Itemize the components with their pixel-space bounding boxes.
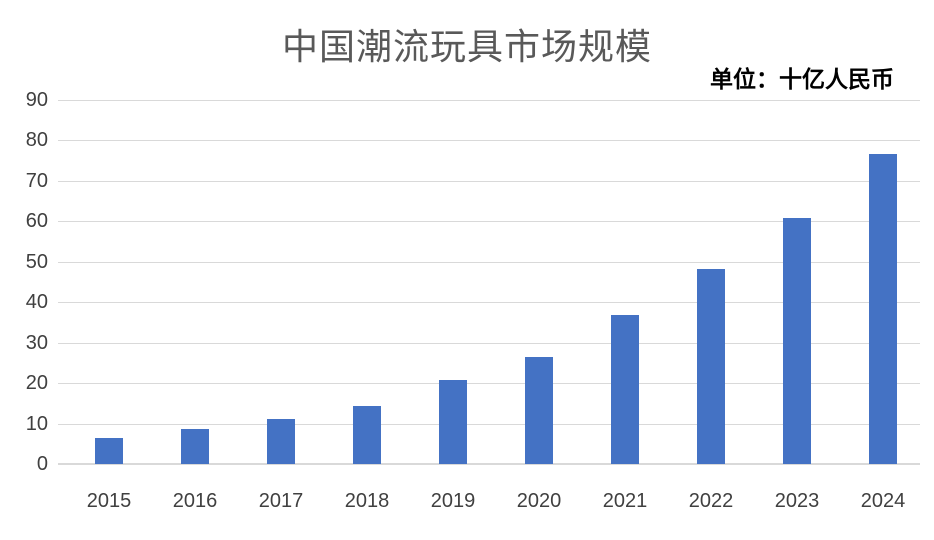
- bar-2017: [267, 418, 295, 464]
- unit-label: 单位：十亿人民币: [710, 66, 894, 92]
- y-axis-tick-label: 60: [25, 210, 48, 233]
- bar-2023: [783, 217, 811, 464]
- y-gridline: [58, 100, 920, 101]
- bar-2022: [697, 269, 725, 464]
- y-axis-tick-label: 70: [25, 169, 48, 192]
- y-axis-tick-label: 30: [25, 331, 48, 354]
- y-axis-tick-label: 10: [25, 412, 48, 435]
- x-axis-tick-label: 2017: [258, 490, 304, 512]
- bar-2019: [439, 379, 467, 464]
- y-gridline: [58, 342, 920, 344]
- y-gridline: [58, 302, 920, 304]
- bar-2015: [95, 437, 123, 464]
- y-gridline: [58, 261, 920, 263]
- x-axis-tick-label: 2021: [602, 490, 648, 512]
- y-axis-tick-label: 50: [25, 250, 48, 273]
- y-axis-tick-label: 0: [36, 453, 48, 475]
- x-axis-tick-label: 2019: [430, 490, 476, 512]
- y-axis-tick-label: 80: [25, 129, 48, 152]
- y-gridline: [58, 383, 920, 385]
- bar-2020: [525, 357, 553, 464]
- y-gridline: [58, 423, 920, 425]
- bar-2018: [353, 406, 381, 464]
- y-axis-tick-label: 40: [25, 291, 48, 314]
- x-axis-tick-label: 2018: [344, 490, 390, 512]
- y-gridline: [58, 221, 920, 223]
- bar-2016: [181, 429, 209, 464]
- y-gridline: [58, 180, 920, 182]
- chart-title: 中国潮流玩具市场规模: [281, 26, 652, 67]
- bar-2021: [611, 314, 639, 464]
- bar-2024: [869, 154, 897, 464]
- y-gridline: [58, 140, 920, 142]
- x-axis-tick-label: 2016: [172, 490, 218, 512]
- x-axis-tick-label: 2023: [774, 490, 820, 512]
- y-axis-tick-label: 90: [25, 89, 48, 111]
- x-axis-tick-label: 2015: [86, 490, 132, 512]
- y-axis-tick-label: 20: [25, 372, 48, 395]
- x-axis-tick-label: 2022: [688, 490, 734, 512]
- y-gridline: [58, 464, 920, 465]
- x-axis-tick-label: 2020: [516, 490, 562, 512]
- plot-area: [58, 100, 920, 465]
- x-axis-tick-label: 2024: [860, 490, 906, 512]
